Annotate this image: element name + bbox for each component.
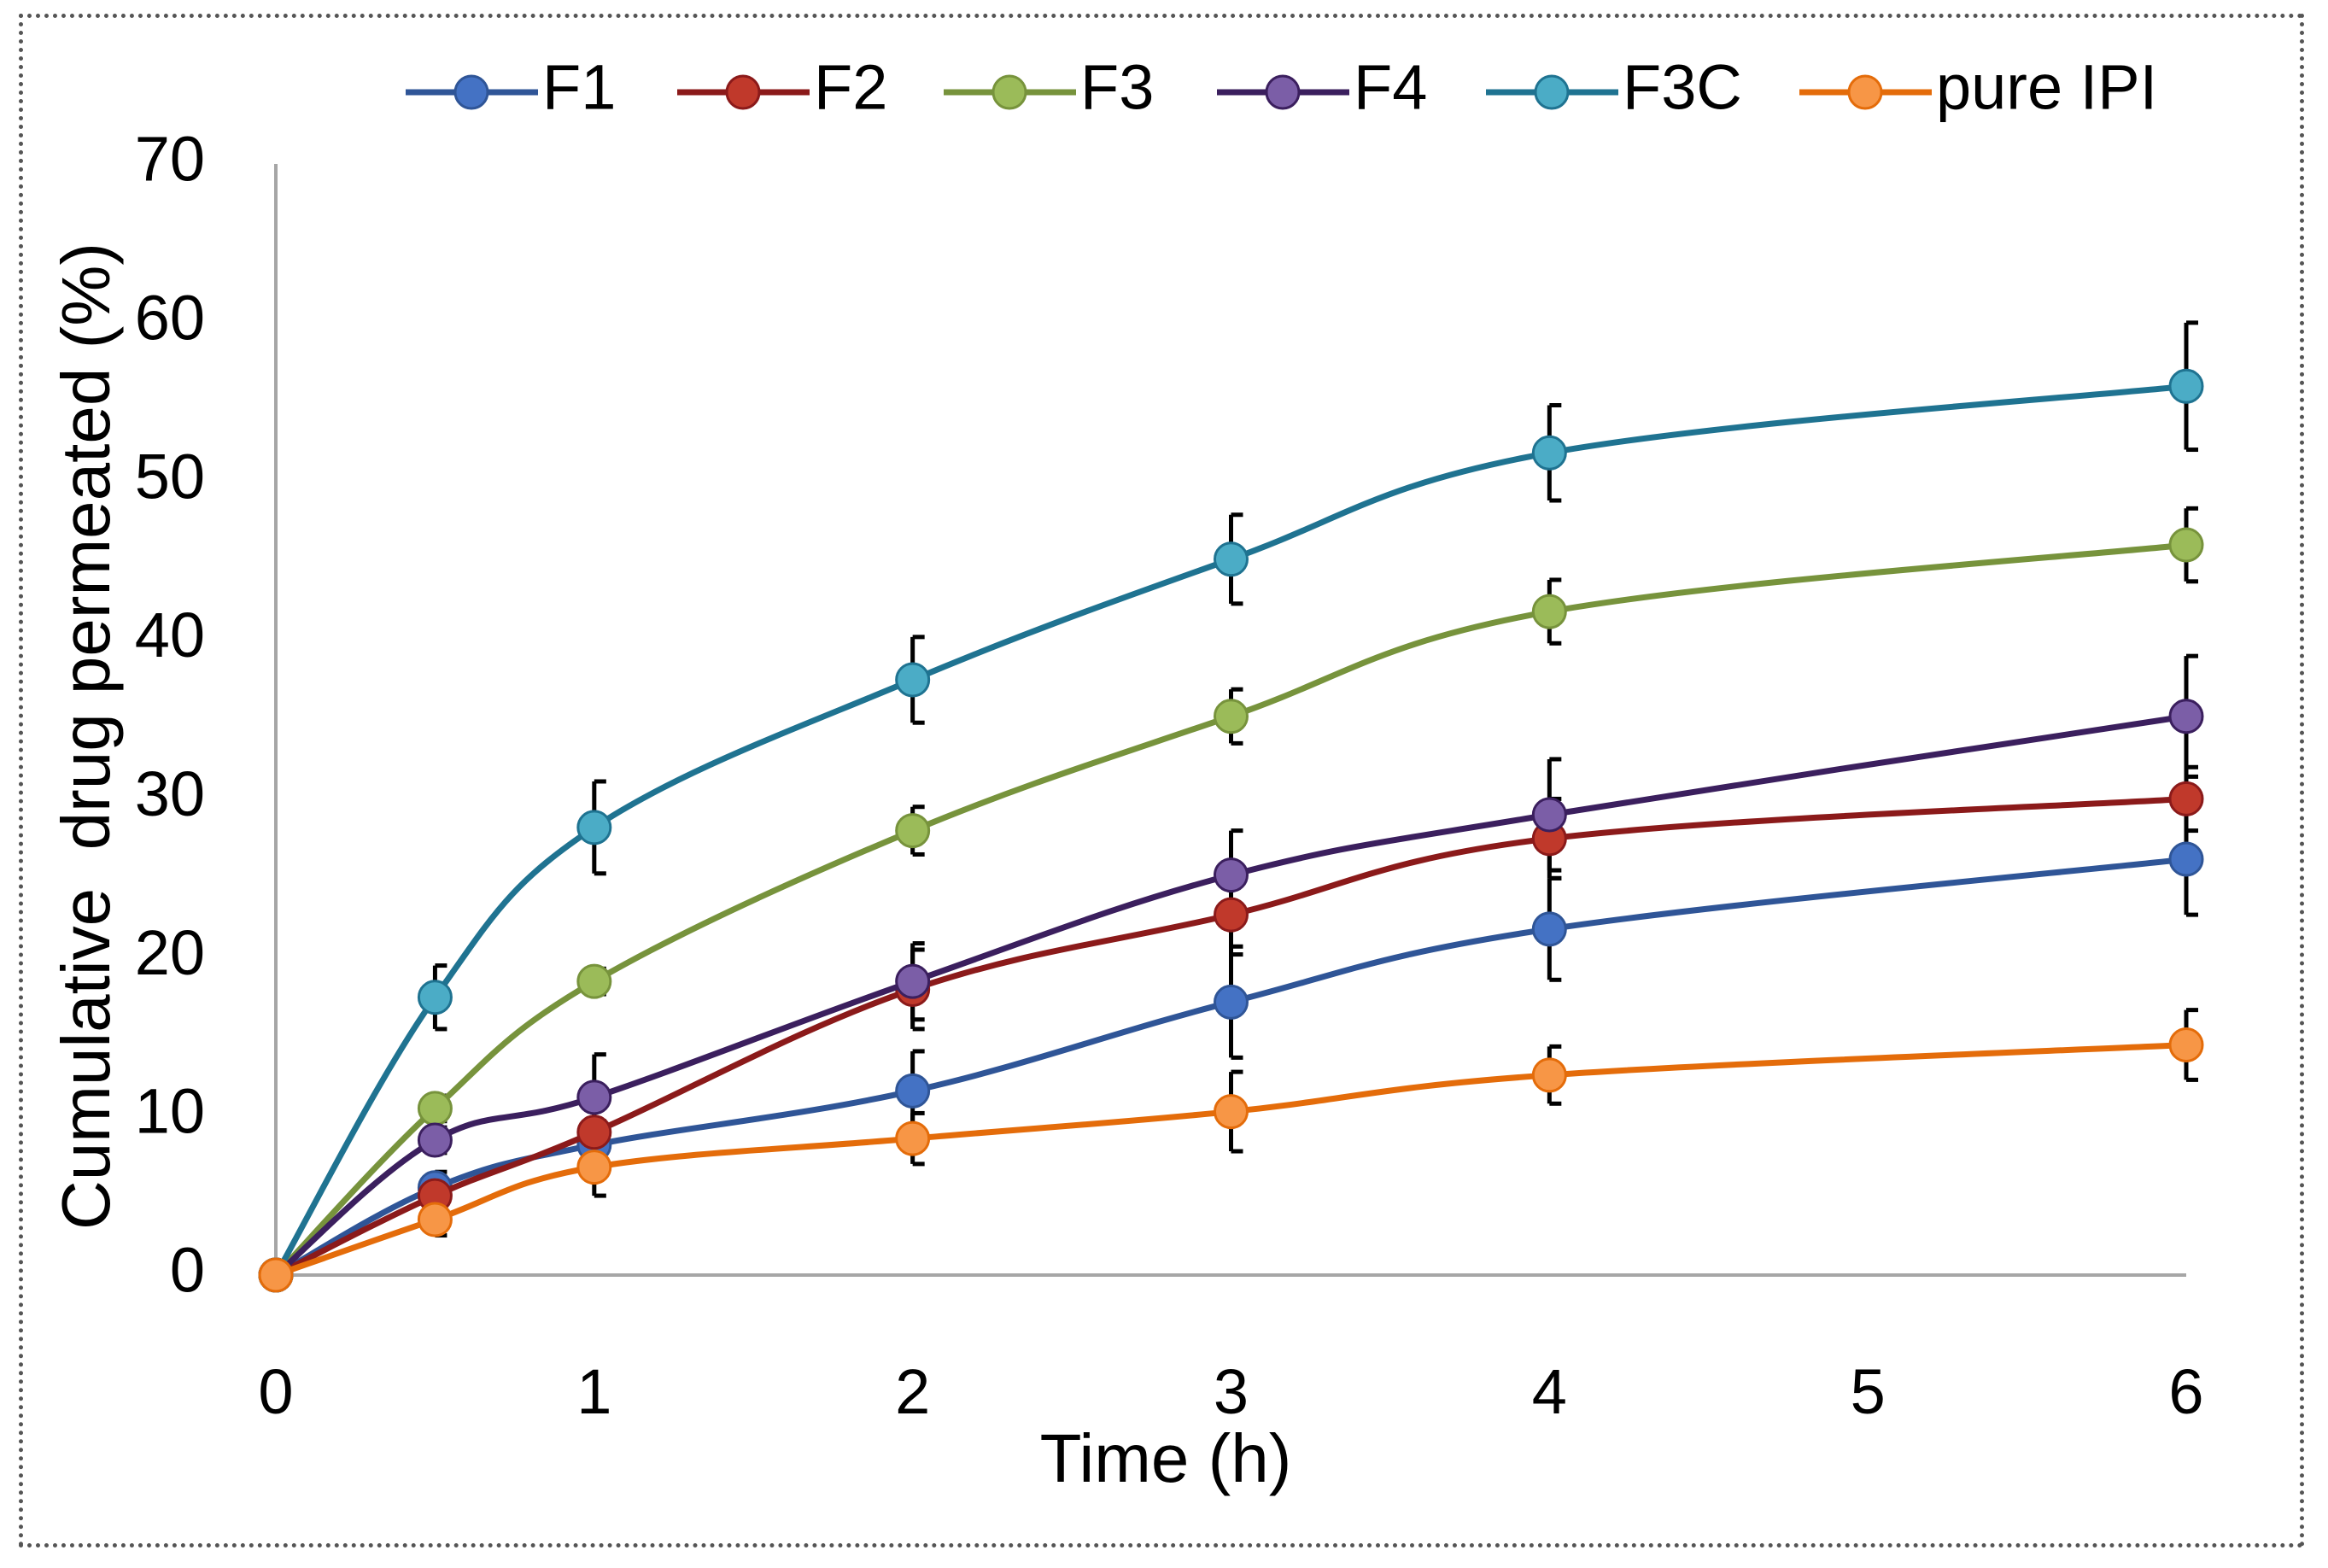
data-point bbox=[895, 1120, 931, 1156]
y-tick-label: 0 bbox=[170, 1235, 205, 1306]
data-point bbox=[1214, 897, 1249, 933]
legend-item: F2 bbox=[677, 52, 887, 123]
data-point bbox=[1531, 1057, 1567, 1093]
legend-label: F1 bbox=[542, 52, 616, 123]
y-tick-label: 60 bbox=[135, 282, 205, 353]
x-tick-label: 5 bbox=[1851, 1356, 1886, 1427]
data-point bbox=[2168, 841, 2204, 877]
legend-item: F3C bbox=[1486, 52, 1742, 123]
legend: F1 F2 F3 F4 F3C pure IPI bbox=[406, 52, 2157, 123]
y-tick-label: 20 bbox=[135, 917, 205, 988]
x-tick-label: 4 bbox=[1532, 1356, 1567, 1427]
data-point bbox=[1214, 857, 1249, 893]
legend-item: F4 bbox=[1217, 52, 1427, 123]
data-point bbox=[576, 1115, 612, 1150]
legend-swatch-marker bbox=[453, 74, 489, 110]
y-tick-label: 40 bbox=[135, 600, 205, 670]
data-point bbox=[895, 813, 931, 849]
series-pure-ipi bbox=[258, 1027, 2204, 1293]
data-point bbox=[417, 1202, 453, 1237]
legend-swatch-marker bbox=[725, 74, 761, 110]
legend-swatch-marker bbox=[991, 74, 1027, 110]
data-point bbox=[1531, 594, 1567, 629]
data-point bbox=[576, 963, 612, 999]
legend-swatch-marker bbox=[1265, 74, 1301, 110]
x-axis-title: Time (h) bbox=[1040, 1420, 1292, 1496]
y-tick-label: 50 bbox=[135, 441, 205, 512]
chart-frame bbox=[19, 14, 2304, 1548]
legend-label: F2 bbox=[814, 52, 887, 123]
legend-item: pure IPI bbox=[1799, 52, 2157, 123]
data-point bbox=[1531, 797, 1567, 833]
data-point bbox=[895, 963, 931, 999]
series-f3c bbox=[258, 368, 2204, 1293]
legend-label: pure IPI bbox=[1936, 52, 2157, 123]
data-point bbox=[417, 1122, 453, 1158]
data-point bbox=[258, 1257, 294, 1293]
plot-area bbox=[258, 320, 2204, 1293]
data-point bbox=[2168, 368, 2204, 404]
data-point bbox=[576, 1079, 612, 1115]
data-point bbox=[417, 1091, 453, 1126]
data-point bbox=[1214, 984, 1249, 1020]
data-point bbox=[2168, 1027, 2204, 1063]
legend-item: F1 bbox=[406, 52, 616, 123]
data-point bbox=[2168, 527, 2204, 563]
data-point bbox=[576, 1150, 612, 1185]
data-point bbox=[895, 662, 931, 698]
data-point bbox=[417, 980, 453, 1015]
x-tick-label: 2 bbox=[895, 1356, 930, 1427]
legend-label: F4 bbox=[1354, 52, 1427, 123]
y-tick-label: 30 bbox=[135, 758, 205, 829]
data-point bbox=[1531, 435, 1567, 471]
legend-label: F3 bbox=[1080, 52, 1154, 123]
y-tick-label: 70 bbox=[135, 124, 205, 195]
series-line bbox=[274, 1042, 2187, 1278]
x-tick-label: 6 bbox=[2168, 1356, 2203, 1427]
data-point bbox=[1531, 911, 1567, 947]
legend-swatch-marker bbox=[1534, 74, 1570, 110]
data-point bbox=[2168, 781, 2204, 816]
legend-label: F3C bbox=[1623, 52, 1742, 123]
x-tick-label: 1 bbox=[576, 1356, 611, 1427]
data-point bbox=[2168, 699, 2204, 734]
legend-item: F3 bbox=[944, 52, 1154, 123]
data-point bbox=[1214, 541, 1249, 577]
axes bbox=[274, 164, 2186, 1277]
series-line bbox=[274, 856, 2187, 1278]
data-point bbox=[1214, 699, 1249, 734]
data-point bbox=[576, 810, 612, 845]
data-point bbox=[895, 1073, 931, 1109]
x-tick-label: 3 bbox=[1214, 1356, 1249, 1427]
y-tick-label: 10 bbox=[135, 1076, 205, 1147]
y-axis-title: Cumulative drug permeated (%) bbox=[48, 243, 124, 1230]
series-line bbox=[274, 795, 2187, 1278]
series-line bbox=[273, 541, 2187, 1278]
x-axis-ticks: 0 1 2 3 4 5 6 bbox=[258, 1356, 2203, 1427]
x-tick-label: 0 bbox=[258, 1356, 293, 1427]
data-point bbox=[1214, 1094, 1249, 1130]
legend-swatch-marker bbox=[1847, 74, 1883, 110]
series-line bbox=[273, 713, 2187, 1278]
y-axis-ticks: 0 10 20 30 40 50 60 70 bbox=[135, 124, 205, 1306]
